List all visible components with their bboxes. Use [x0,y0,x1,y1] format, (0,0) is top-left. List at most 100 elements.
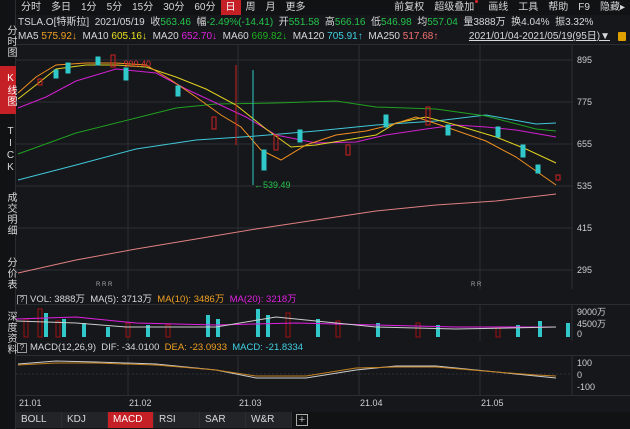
macd-tick-100: 100 [577,358,593,368]
open-value: 551.58 [288,17,320,28]
vol-ma5: MA(5): 3713万 [90,294,152,305]
macd-dif: DIF: -34.0100 [101,342,160,353]
macd-value: MACD: -21.8334 [232,342,304,353]
amplitude-label: 振 [555,17,566,28]
period-more[interactable]: 更多 [285,2,306,13]
volume-chart[interactable]: 9000万 4500万 0 [16,304,630,341]
add-indicator-icon[interactable]: + [296,414,308,426]
symbol: TSLA.O[特斯拉] [18,17,90,28]
tab-macd[interactable]: MACD [108,412,154,428]
period-60min[interactable]: 60分 [194,2,216,13]
ma250-label: MA250 [368,31,400,42]
vol-value: 3888万 [473,17,506,28]
overlay-button[interactable]: 超级叠加 [429,0,483,15]
y-tick-775: 775 [577,97,593,107]
tab-kdj[interactable]: KDJ [62,412,108,428]
tab-sar[interactable]: SAR [200,412,246,428]
vol-tick-4500: 4500万 [577,319,607,329]
date-range-selector[interactable]: 2021/01/04-2021/05/19(95日)▼ [468,31,610,42]
help-icon[interactable]: ? [17,343,27,353]
adjust-forward-button[interactable]: 前复权 [394,2,425,13]
ma120-label: MA120 [292,31,325,42]
macd-params: MACD(12,26,9) [30,342,96,353]
vol-legend: VOL: 3888万 [30,294,85,305]
macd-chart[interactable]: 100 0 -100 [16,355,630,396]
sidebar-tab-tick[interactable]: TICK [5,126,16,174]
turnover-label: 换 [511,17,522,28]
low-annotation: ←539.49 [254,180,291,190]
sidebar-tab-timeshare[interactable]: 分时图 [5,24,16,58]
ma5-label: MA5 [18,31,39,42]
sidebar-tab-price-table[interactable]: 分价表 [5,256,16,290]
avg-label: 均 [417,17,428,28]
y-tick-895: 895 [577,55,593,65]
svg-text:R R: R R [471,282,482,288]
vol-label: 量 [463,17,474,28]
x-tick-2101: 21.01 [19,398,42,408]
indicator-tabs: BOLL KDJ MACD RSI SAR W&R + [16,412,630,429]
ma120-value: 705.91↑ [327,31,363,42]
draw-line-button[interactable]: 画线 [488,2,509,13]
ma5-value: 575.92↓ [41,31,77,42]
notification-dot-icon [475,0,479,3]
vol-ma10: MA(10): 3486万 [157,294,225,305]
x-tick-2104: 21.04 [360,398,383,408]
low-label: 低 [371,17,382,28]
y-tick-535: 535 [577,181,593,191]
vol-ma20: MA(20): 3218万 [229,294,297,305]
ma20-value: 652.70↓ [181,31,218,42]
y-tick-295: 295 [577,265,593,275]
sidebar-tab-trades[interactable]: 成交明细 [5,192,16,236]
quote-info-bar: TSLA.O[特斯拉] 2021/05/19 收563.46 幅-2.49%(-… [16,16,630,30]
f9-button[interactable]: F9 [578,2,590,13]
sidebar-tab-kline[interactable]: K线图 [0,66,16,114]
ma60-label: MA60 [222,31,249,42]
period-multiday[interactable]: 多日 [51,2,71,13]
close-value: 563.46 [160,17,191,28]
ma10-label: MA10 [82,31,109,42]
period-30min[interactable]: 30分 [163,2,185,13]
change-value: -2.49%(-14.41) [206,17,274,28]
ma10-value: 605.16↓ [111,31,147,42]
volume-legend: ? VOL: 3888万 MA(5): 3713万 MA(10): 3486万 M… [17,291,297,305]
tools-button[interactable]: 工具 [518,2,539,13]
low-value: 546.98 [381,17,412,28]
y-tick-415: 415 [577,223,593,233]
period-5min[interactable]: 5分 [106,2,123,13]
ma60-value: 669.82↓ [251,31,288,42]
main-kline-chart[interactable]: ← 900.40 ←539.49 R R R R R 895 775 655 5… [16,44,630,289]
sidebar-tab-depth[interactable]: 深度资料 [5,311,16,355]
help-button[interactable]: 帮助 [548,2,569,13]
quote-date: 2021/05/19 [94,17,145,28]
close-label: 收 [150,17,161,28]
macd-dea: DEA: -23.0933 [164,342,227,353]
lock-icon[interactable] [618,32,626,41]
macd-tick-neg100: -100 [577,382,596,392]
turnover-value: 4.04% [521,17,550,28]
ma250-value: 517.68↑ [402,31,439,42]
tab-boll[interactable]: BOLL [16,412,62,428]
high-annotation: ← 900.40 [112,59,151,69]
period-15min[interactable]: 15分 [132,2,154,13]
vol-tick-9000: 9000万 [577,307,607,317]
period-week[interactable]: 周 [245,2,256,13]
macd-legend: ? MACD(12,26,9) DIF: -34.0100 DEA: -23.09… [17,342,303,353]
tab-wr[interactable]: W&R [246,412,292,428]
ma20-label: MA20 [152,31,179,42]
y-tick-655: 655 [577,139,593,149]
tab-rsi[interactable]: RSI [154,412,200,428]
avg-value: 557.04 [427,17,458,28]
ma-legend: MA5 575.92↓ MA10 605.16↓ MA20 652.70↓ MA… [16,30,630,44]
period-day[interactable]: 日 [220,0,241,15]
period-toolbar: 分时 多日 1分 5分 15分 30分 60分 日 周 月 更多 前复权 超级叠… [16,0,630,15]
period-timeshare[interactable]: 分时 [21,2,41,13]
high-value: 566.16 [334,17,366,28]
amplitude-value: 3.32% [565,17,594,28]
period-1min[interactable]: 1分 [81,2,97,13]
macd-tick-0: 0 [577,370,583,380]
hide-button[interactable]: 隐藏▸ [599,2,625,13]
change-label: 幅 [196,17,207,28]
period-month[interactable]: 月 [265,2,276,13]
open-label: 开 [278,17,289,28]
